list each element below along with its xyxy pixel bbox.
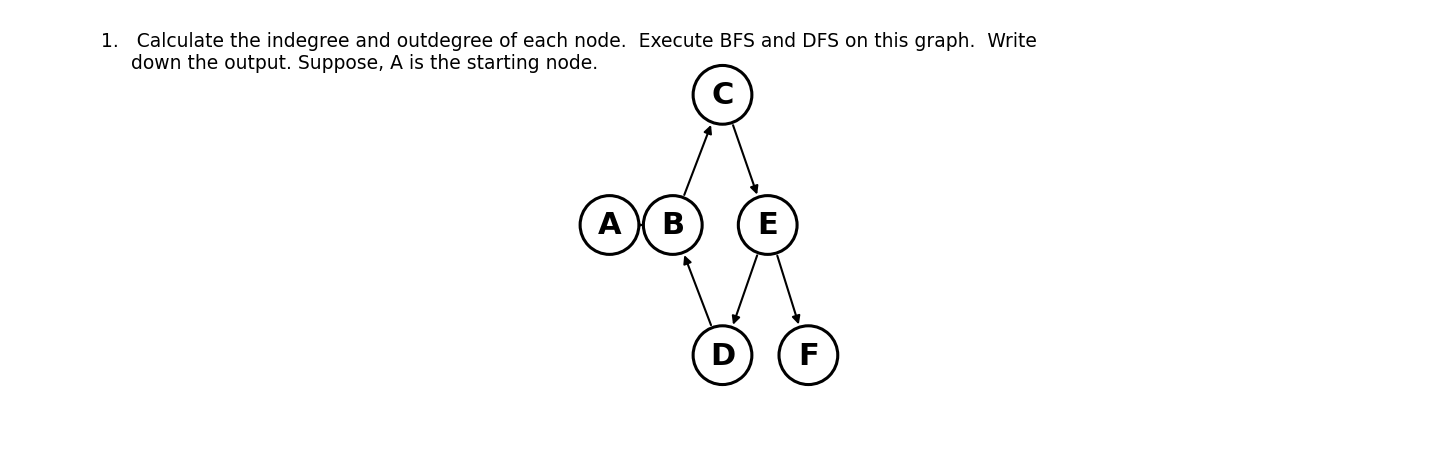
Circle shape (694, 326, 751, 385)
Text: B: B (662, 211, 685, 240)
Text: D: D (709, 341, 736, 370)
Circle shape (579, 196, 639, 255)
Text: A: A (598, 211, 621, 240)
Circle shape (694, 66, 751, 125)
Text: 1.   Calculate the indegree and outdegree of each node.  Execute BFS and DFS on : 1. Calculate the indegree and outdegree … (101, 32, 1038, 73)
Text: E: E (757, 211, 777, 240)
Circle shape (779, 326, 838, 385)
Text: C: C (711, 81, 734, 110)
Circle shape (738, 196, 798, 255)
Circle shape (643, 196, 702, 255)
Text: F: F (798, 341, 819, 370)
